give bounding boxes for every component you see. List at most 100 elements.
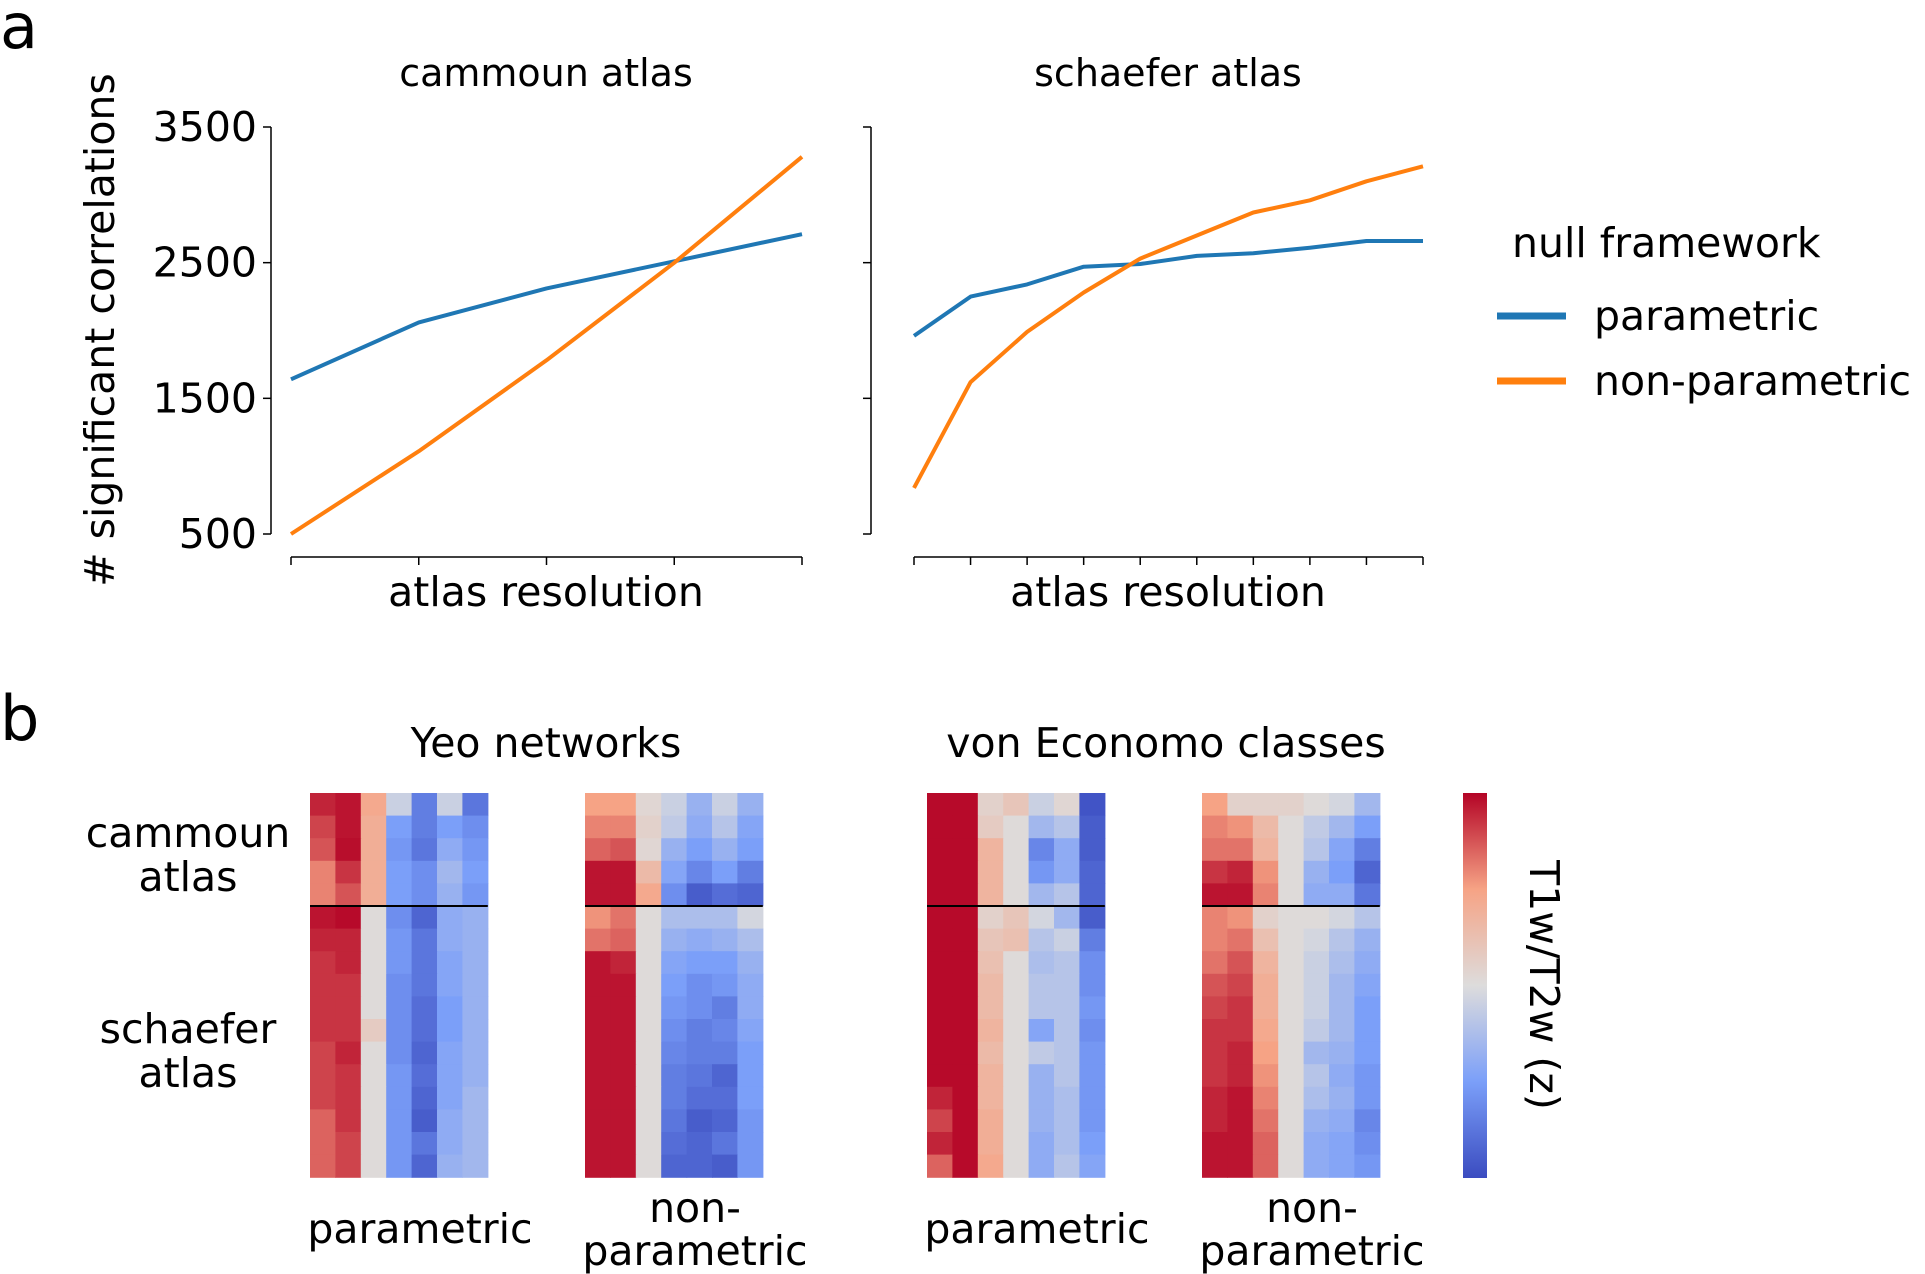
heatmap-cell: [1303, 1154, 1330, 1178]
heatmap-cell: [927, 1132, 953, 1156]
heatmap-cell: [661, 1086, 688, 1110]
heatmap-cell: [335, 906, 362, 930]
heatmap-cell: [1303, 815, 1330, 839]
heatmap-cell: [1003, 1041, 1030, 1065]
heatmap-cell: [1202, 973, 1228, 997]
heatmap-cell: [1079, 1109, 1106, 1133]
heatmap-cell: [635, 815, 662, 839]
heatmap-cell: [1202, 1041, 1228, 1065]
heatmap-cell: [1252, 883, 1279, 907]
heatmap-cell: [737, 1086, 764, 1110]
heatmap-cell: [952, 883, 979, 907]
heatmap-cell: [610, 838, 637, 862]
heatmap-cell: [686, 1019, 713, 1043]
heatmap-cell: [1054, 973, 1080, 997]
heatmap-cell: [737, 906, 764, 930]
heatmap-cell: [1079, 928, 1106, 952]
heatmap-cell: [1079, 951, 1106, 975]
heatmap-cell: [585, 1019, 611, 1043]
heatmap-cell: [335, 928, 362, 952]
heatmap-cell: [1054, 996, 1080, 1020]
col-label-yeo-non-parametric-line2: parametric: [582, 1227, 807, 1274]
heatmap-cell: [1003, 1132, 1030, 1156]
heatmap-cell: [1028, 1064, 1055, 1088]
heatmap-cell: [737, 1019, 764, 1043]
heatmap-cell: [1227, 860, 1254, 884]
heatmap-cell: [1028, 1109, 1055, 1133]
heatmap-cell: [386, 1109, 413, 1133]
heatmap-cell: [610, 928, 637, 952]
heatmap-cell: [1303, 1019, 1330, 1043]
heatmap-cell: [310, 906, 336, 930]
heatmap-cell: [1354, 1064, 1381, 1088]
heatmap-cell: [610, 793, 637, 817]
heatmap-cell: [610, 1064, 637, 1088]
heatmap-cell: [661, 951, 688, 975]
heatmap-cell: [1329, 996, 1355, 1020]
heatmap-cell: [310, 1041, 336, 1065]
heatmap-cell: [335, 815, 362, 839]
heatmap-cell: [1003, 1086, 1030, 1110]
heatmap-cell: [1252, 1086, 1279, 1110]
heatmap-cell: [1079, 973, 1106, 997]
heatmap-cell: [1227, 1132, 1254, 1156]
heatmap-cell: [1028, 1019, 1055, 1043]
heatmap-cell: [1054, 928, 1080, 952]
heatmap-cell: [686, 883, 713, 907]
heatmap-cell: [1028, 951, 1055, 975]
heatmap-cell: [712, 793, 738, 817]
heatmap-cell: [1329, 1154, 1355, 1178]
heatmap-cell: [1054, 838, 1080, 862]
heatmap-cell: [360, 1041, 387, 1065]
heatmap-cell: [977, 1154, 1004, 1178]
heatmap-cell: [977, 1132, 1004, 1156]
heatmap-cell: [737, 815, 764, 839]
heatmap-cell: [1202, 1064, 1228, 1088]
row-label-schaefer-line1: schaefer: [100, 1005, 277, 1053]
heatmap-cell: [462, 928, 489, 952]
series-line-non-parametric: [289, 155, 804, 536]
heatmap-cell: [1028, 928, 1055, 952]
heatmap-cell: [1278, 1041, 1305, 1065]
heatmap-cell: [610, 1019, 637, 1043]
heatmap-cell: [360, 951, 387, 975]
heatmap-cell: [1278, 951, 1305, 975]
heatmap-cell: [1303, 883, 1330, 907]
heatmap-cell: [360, 1086, 387, 1110]
heatmap-cell: [661, 1132, 688, 1156]
heatmap-cell: [411, 838, 438, 862]
heatmap-cell: [462, 1086, 489, 1110]
heatmap-cell: [927, 1086, 953, 1110]
heatmap-cell: [310, 928, 336, 952]
heatmap-cell: [661, 1154, 688, 1178]
heatmap-cell: [335, 883, 362, 907]
heatmap-cell: [462, 996, 489, 1020]
heatmap-cell: [952, 928, 979, 952]
heatmap-cell: [1329, 793, 1355, 817]
heatmap-cell: [952, 1132, 979, 1156]
heatmap-cell: [1227, 793, 1254, 817]
heatmap-cell: [386, 906, 413, 930]
heatmap-cell: [1354, 951, 1381, 975]
heatmap-cell: [1003, 951, 1030, 975]
heatmap-cell: [661, 973, 688, 997]
heatmap-cell: [712, 928, 738, 952]
heatmap-cell: [737, 838, 764, 862]
heatmap-cell: [635, 860, 662, 884]
heatmap-cell: [952, 838, 979, 862]
heatmap-cell: [335, 860, 362, 884]
heatmap-cell: [335, 1064, 362, 1088]
heatmap-cell: [1003, 1109, 1030, 1133]
heatmap-cell: [585, 1064, 611, 1088]
y-axis-label: # significant correlations: [76, 73, 124, 586]
heatmap-cell: [635, 1019, 662, 1043]
heatmap-cell: [1054, 1109, 1080, 1133]
col-label-ve-non-parametric-line2: parametric: [1199, 1227, 1424, 1274]
heatmap-cell: [310, 838, 336, 862]
heatmap-cell: [1079, 883, 1106, 907]
heatmap-cell: [1354, 815, 1381, 839]
series-lines: [289, 155, 804, 536]
heatmap-cell: [927, 951, 953, 975]
heatmap-cell: [1003, 883, 1030, 907]
heatmap-cell: [585, 951, 611, 975]
